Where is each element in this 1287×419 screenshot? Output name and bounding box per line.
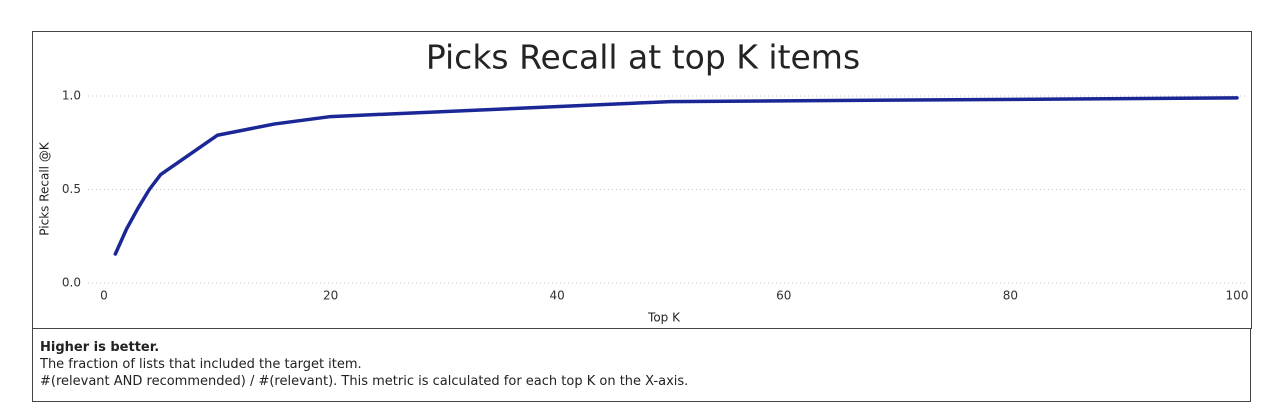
x-tick-label: 20 — [323, 289, 338, 303]
description-line: #(relevant AND recommended) / #(relevant… — [40, 374, 689, 389]
description-heading: Higher is better. — [40, 340, 160, 355]
y-axis-label: Picks Recall @K — [38, 141, 52, 236]
x-tick-label: 40 — [550, 289, 565, 303]
description: Higher is better. The fraction of lists … — [32, 328, 1251, 402]
x-axis-label: Top K — [647, 311, 681, 325]
line-series — [113, 96, 1239, 256]
y-tick-label: 1.0 — [62, 89, 81, 103]
y-tick-label: 0.0 — [62, 276, 81, 290]
x-tick-label: 100 — [1226, 289, 1249, 303]
x-tick-label: 80 — [1003, 289, 1018, 303]
y-tick-label: 0.5 — [62, 182, 81, 196]
x-tick-label: 0 — [100, 289, 108, 303]
description-line: The fraction of lists that included the … — [40, 357, 362, 372]
chart-title: Picks Recall at top K items — [426, 38, 860, 77]
x-tick-label: 60 — [776, 289, 791, 303]
chart: Picks Recall at top K items Top K Picks … — [32, 31, 1252, 329]
